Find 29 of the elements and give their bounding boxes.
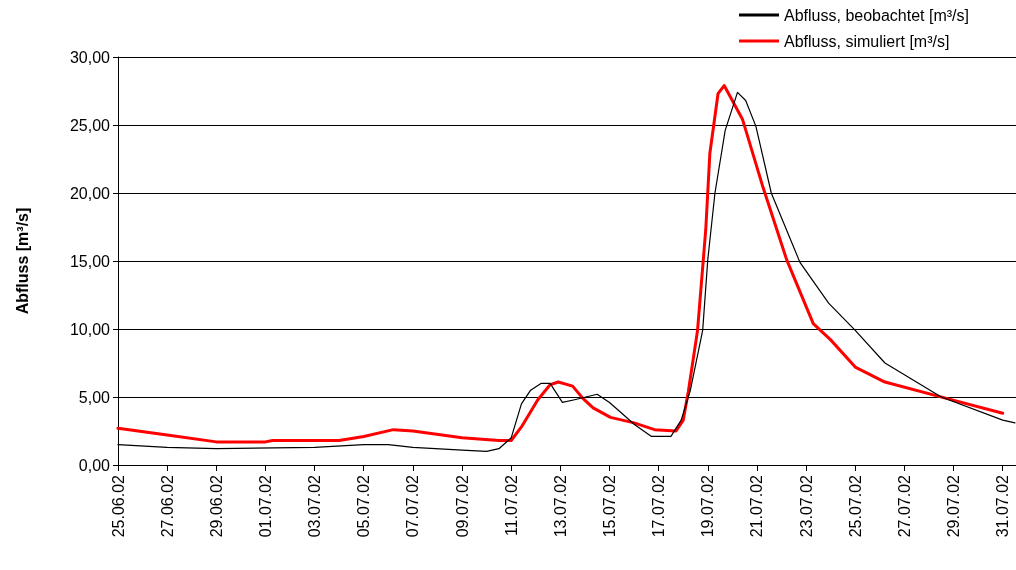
x-tick-label: 23.07.02	[797, 474, 815, 538]
y-tick-label: 0,00	[78, 456, 111, 474]
x-tick-label: 07.07.02	[404, 474, 422, 538]
x-tick-label: 09.07.02	[453, 474, 471, 538]
y-tick-label: 5,00	[78, 388, 111, 406]
x-tick-label: 15.07.02	[600, 474, 618, 538]
x-tick-label: 13.07.02	[551, 474, 569, 538]
x-tick-label: 31.07.02	[994, 474, 1012, 538]
x-tick-label: 17.07.02	[650, 474, 668, 538]
x-tick-label: 27.07.02	[895, 474, 913, 538]
x-tick-label: 29.07.02	[945, 474, 963, 538]
x-tick-label: 25.06.02	[109, 474, 127, 538]
y-tick-label: 15,00	[69, 252, 111, 270]
legend-label: Abfluss, simuliert [m³/s]	[784, 32, 950, 50]
x-tick-label: 03.07.02	[306, 474, 324, 538]
x-tick-label: 11.07.02	[502, 474, 520, 537]
x-tick-label: 29.06.02	[207, 474, 225, 538]
x-tick-label: 27.06.02	[158, 474, 176, 538]
y-tick-label: 10,00	[69, 320, 111, 338]
y-tick-label: 20,00	[69, 184, 111, 202]
y-tick-label: 25,00	[69, 116, 111, 134]
x-tick-label: 05.07.02	[355, 474, 373, 538]
x-tick-label: 19.07.02	[699, 474, 717, 538]
y-tick-label: 30,00	[69, 48, 111, 66]
x-tick-label: 01.07.02	[256, 474, 274, 538]
legend-label: Abfluss, beobachtet [m³/s]	[784, 6, 970, 24]
x-tick-label: 25.07.02	[846, 474, 864, 538]
y-axis-title: Abfluss [m³/s]	[13, 207, 31, 315]
x-tick-label: 21.07.02	[748, 474, 766, 538]
